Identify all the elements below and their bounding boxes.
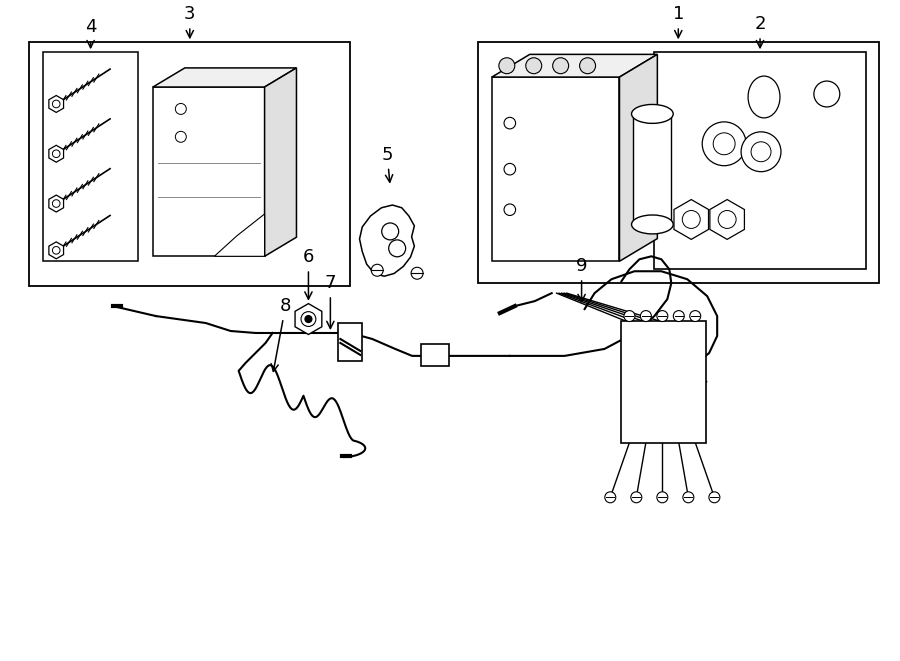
Polygon shape [674,200,708,239]
Circle shape [176,132,186,142]
Polygon shape [214,214,265,256]
Text: 4: 4 [85,19,96,48]
Bar [654,52,866,269]
Circle shape [371,264,383,276]
Circle shape [709,492,720,503]
Circle shape [657,492,668,503]
Circle shape [631,492,642,503]
Circle shape [305,316,311,323]
Text: 8: 8 [271,297,292,371]
Circle shape [713,133,735,155]
Circle shape [657,311,668,321]
Polygon shape [359,205,414,276]
Polygon shape [634,114,671,225]
Bar [43,52,138,261]
Circle shape [682,210,700,229]
Text: 5: 5 [382,145,393,182]
Circle shape [176,104,186,114]
Circle shape [389,240,406,257]
Polygon shape [49,242,64,259]
Circle shape [673,311,684,321]
Circle shape [641,311,652,321]
Polygon shape [492,54,657,77]
Circle shape [624,311,634,321]
Circle shape [411,267,423,279]
Circle shape [52,150,60,157]
Polygon shape [49,145,64,162]
Circle shape [504,118,516,129]
Circle shape [499,58,515,73]
Bar [338,323,363,361]
Circle shape [382,223,399,240]
Bar [622,321,706,442]
Circle shape [689,311,701,321]
Polygon shape [153,87,265,256]
Ellipse shape [748,76,780,118]
Circle shape [741,132,781,172]
Circle shape [504,204,516,215]
Circle shape [605,492,616,503]
Circle shape [683,492,694,503]
Ellipse shape [632,104,673,124]
Circle shape [504,163,516,175]
Polygon shape [710,200,744,239]
Polygon shape [492,77,619,261]
Polygon shape [49,95,64,112]
Bar [478,42,878,283]
Circle shape [301,311,316,327]
Text: 3: 3 [184,5,195,38]
Text: 2: 2 [754,15,766,48]
Text: 9: 9 [576,257,588,301]
Polygon shape [49,195,64,212]
Circle shape [702,122,746,166]
Circle shape [553,58,569,73]
Circle shape [814,81,840,107]
Circle shape [526,58,542,73]
Bar [421,344,449,366]
Polygon shape [265,68,296,256]
Circle shape [52,100,60,108]
Circle shape [752,142,771,162]
Text: 6: 6 [302,249,314,299]
Text: 7: 7 [325,274,336,329]
Polygon shape [619,54,657,261]
Circle shape [580,58,596,73]
Polygon shape [295,303,322,334]
Ellipse shape [632,215,673,234]
Circle shape [52,200,60,208]
Polygon shape [153,68,296,87]
Circle shape [52,247,60,254]
Circle shape [718,210,736,229]
Text: 1: 1 [672,5,684,38]
Bar [30,42,350,286]
